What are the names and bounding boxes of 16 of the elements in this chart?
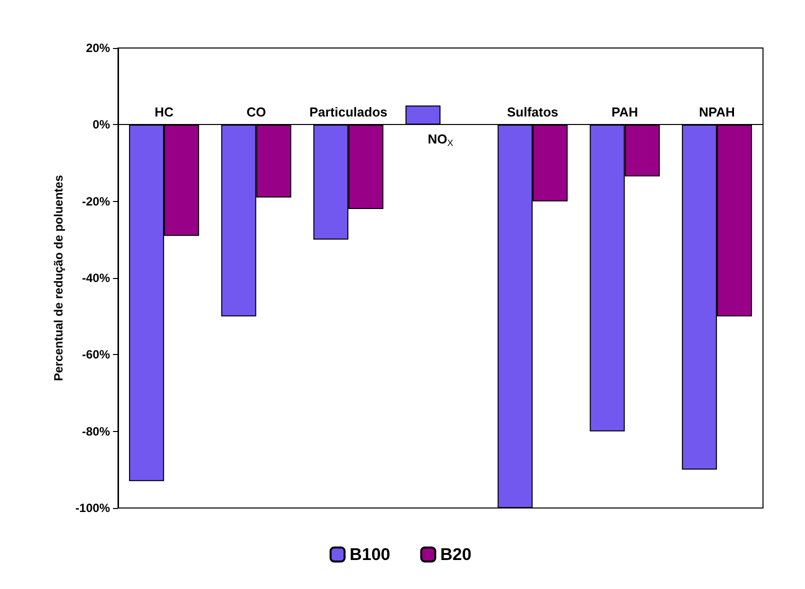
y-tick-label: 0% (92, 118, 110, 132)
x-tick-label: HC (154, 104, 174, 120)
y-tick-label: -80% (82, 424, 110, 438)
y-tick-label: 20% (86, 41, 110, 55)
y-tick-label: -40% (82, 271, 110, 285)
x-tick-label: PAH (612, 104, 638, 120)
y-tick-label: -100% (75, 501, 110, 515)
y-tick-label: -20% (82, 194, 110, 208)
x-tick-label: CO (246, 104, 266, 120)
x-tick-label: Sulfatos (506, 104, 558, 120)
legend-label: B20 (440, 545, 472, 564)
y-axis-title: Percentual de redução de poluentes (51, 174, 66, 382)
x-tick-label: NPAH (698, 104, 735, 120)
legend-label: B100 (350, 545, 390, 564)
x-tick-label: Particulados (309, 104, 388, 120)
y-tick-label: -60% (82, 348, 110, 362)
